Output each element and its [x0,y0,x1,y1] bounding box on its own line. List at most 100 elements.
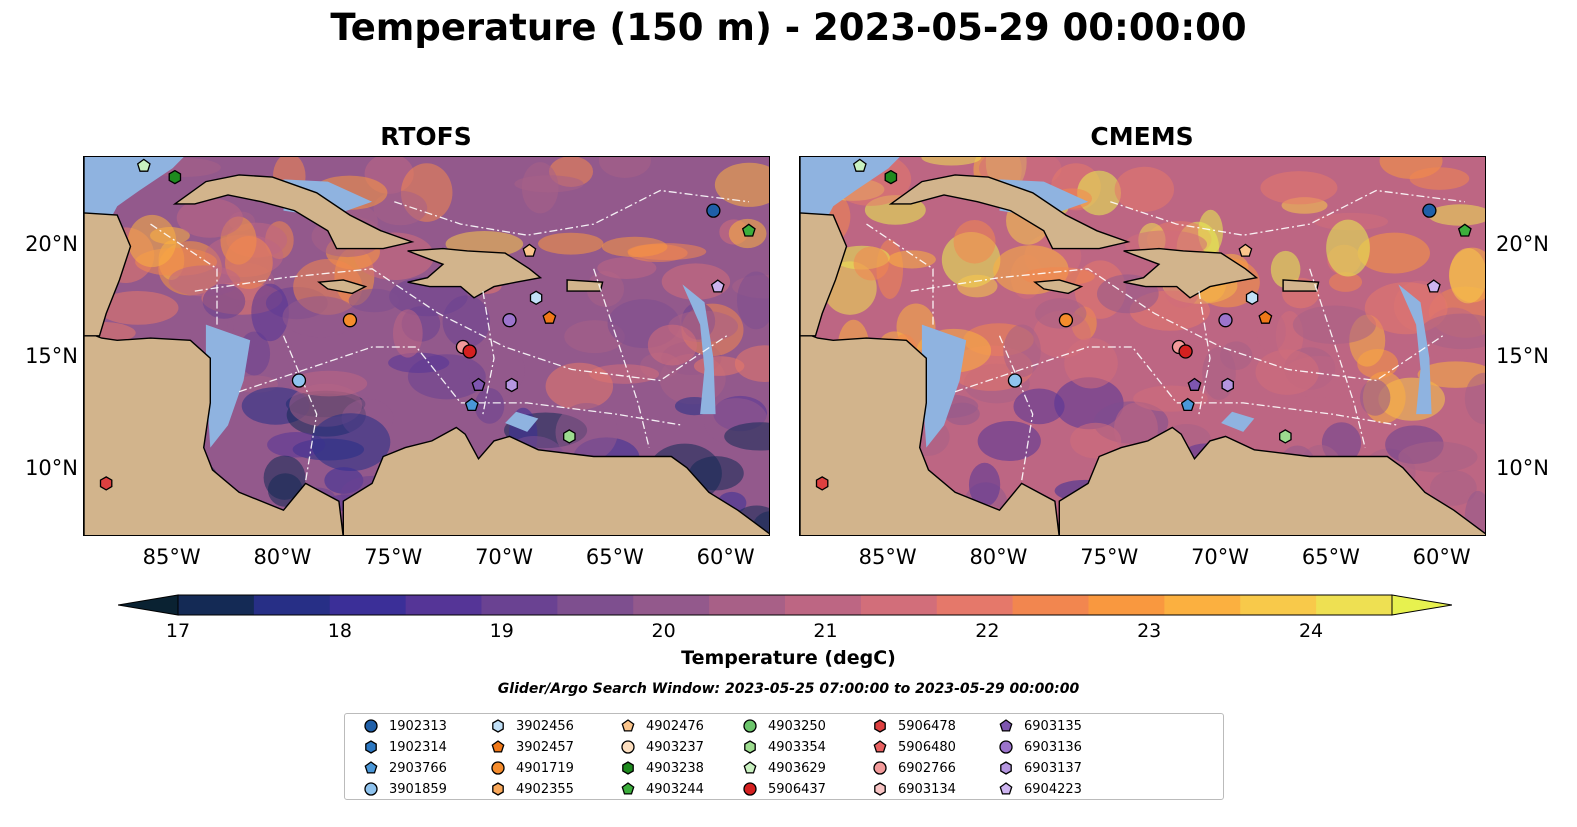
lon-tick-rtofs-0: 85°W [142,545,201,569]
float-marker-5906478 [815,476,829,491]
legend-marker-6903135 [999,719,1013,732]
colorbar-bin [860,595,938,615]
legend-item-3902457: 3902457 [490,737,574,757]
legend-marker-6903134 [874,782,886,796]
float-marker-1902313 [706,203,721,218]
float-marker-5906437 [1178,344,1193,359]
legend-item-6903136: 6903136 [998,737,1082,757]
shelf-area [84,157,184,269]
float-marker-6904223 [1426,279,1441,293]
float-marker-6903136 [502,313,517,328]
legend-label: 4903237 [646,739,704,755]
float-marker-4903244 [741,223,756,237]
float-marker-6903135 [1187,377,1202,391]
land-mass [407,247,543,299]
legend-marker-4901719 [491,761,505,775]
legend-label: 1902314 [389,739,447,755]
float-marker-4903629 [136,158,151,172]
land-mass [1282,279,1320,292]
legend-label: 3902456 [516,718,574,734]
legend-marker-6904223 [999,782,1013,795]
land-mass [1123,247,1259,299]
legend-label: 4901719 [516,760,574,776]
shelf-area [1398,284,1432,415]
legend-marker-3902456 [492,719,504,733]
legend-marker-6903136 [999,740,1013,754]
legend-label: 4903250 [768,718,826,734]
lat-tick-left-1: 15°N [25,344,78,369]
float-marker-3902456 [529,290,543,306]
map-panel-cmems [799,156,1486,536]
land-mass [1058,426,1485,535]
colorbar-label: Temperature (degC) [681,647,896,669]
eez-boundary [150,223,218,325]
legend-marker-5906480 [873,740,887,753]
legend-item-4903629: 4903629 [742,758,826,778]
shelf-area [921,324,967,448]
float-marker-4903238 [884,169,898,185]
land-mass [342,426,769,535]
colorbar-bin [936,595,1014,615]
eez-boundary [593,268,650,448]
eez-boundary [998,335,1034,482]
legend: 1902313 1902314 2903766 3901859 3902456 39024… [344,713,1224,800]
legend-item-4903238: 4903238 [620,758,704,778]
legend-label: 4902476 [646,718,704,734]
legend-item-4903354: 4903354 [742,737,826,757]
legend-item-5906437: 5906437 [742,779,826,799]
eez-boundary [954,346,1399,426]
legend-item-4901719: 4901719 [490,758,574,778]
float-marker-6904223 [710,279,725,293]
colorbar-bin [1240,595,1317,615]
land-mass [317,279,368,295]
legend-label: 4903244 [646,781,704,797]
land-mass [84,212,132,337]
float-marker-6903137 [1221,377,1234,393]
legend-label: 6903137 [1024,760,1082,776]
float-marker-5906478 [99,476,113,491]
lon-tick-rtofs-2: 75°W [364,545,423,569]
eez-boundary [238,346,683,426]
land-mass [800,157,1060,535]
lat-tick-right-1: 15°N [1496,344,1549,369]
legend-label: 6903134 [898,781,956,797]
legend-marker-4902355 [492,782,504,796]
legend-item-4902476: 4902476 [620,716,704,736]
colorbar-bin [633,595,710,615]
legend-label: 6904223 [1024,781,1082,797]
legend-marker-4903237 [621,740,635,754]
legend-item-4903250: 4903250 [742,716,826,736]
legend-label: 5906437 [768,781,826,797]
colorbar-bin [1012,595,1089,615]
shelf-area [505,411,539,432]
colorbar-tick-7: 24 [1298,620,1324,642]
legend-item-4903237: 4903237 [620,737,704,757]
legend-item-6903135: 6903135 [998,716,1082,736]
colorbar-bin [481,595,558,615]
panel-title-cmems: CMEMS [1090,122,1194,151]
legend-item-3902456: 3902456 [490,716,574,736]
lat-tick-right-0: 20°N [1496,232,1549,257]
legend-label: 4903238 [646,760,704,776]
lon-tick-cmems-1: 80°W [969,545,1028,569]
land-mass [888,174,1131,250]
colorbar-tick-4: 21 [813,620,838,642]
float-marker-4903244 [1457,223,1472,237]
colorbar-bin [1088,595,1165,615]
lon-tick-cmems-4: 65°W [1301,545,1360,569]
legend-item-6902766: 6902766 [872,758,956,778]
colorbar-ticks: 17 18 19 20 21 22 23 24 [0,620,1577,644]
legend-item-4903244: 4903244 [620,779,704,799]
shelf-area [1221,411,1255,432]
eez-boundary [1110,189,1465,236]
legend-marker-5906437 [743,782,757,796]
colorbar-bin [329,595,407,615]
lon-tick-cmems-5: 60°W [1412,545,1471,569]
lon-tick-rtofs-3: 70°W [475,545,534,569]
float-marker-2903766 [1180,397,1195,412]
lon-tick-cmems-0: 85°W [858,545,917,569]
eez-boundary [1198,290,1211,415]
legend-item-5906480: 5906480 [872,737,956,757]
legend-marker-3901859 [364,782,378,796]
land-mass [84,157,344,535]
